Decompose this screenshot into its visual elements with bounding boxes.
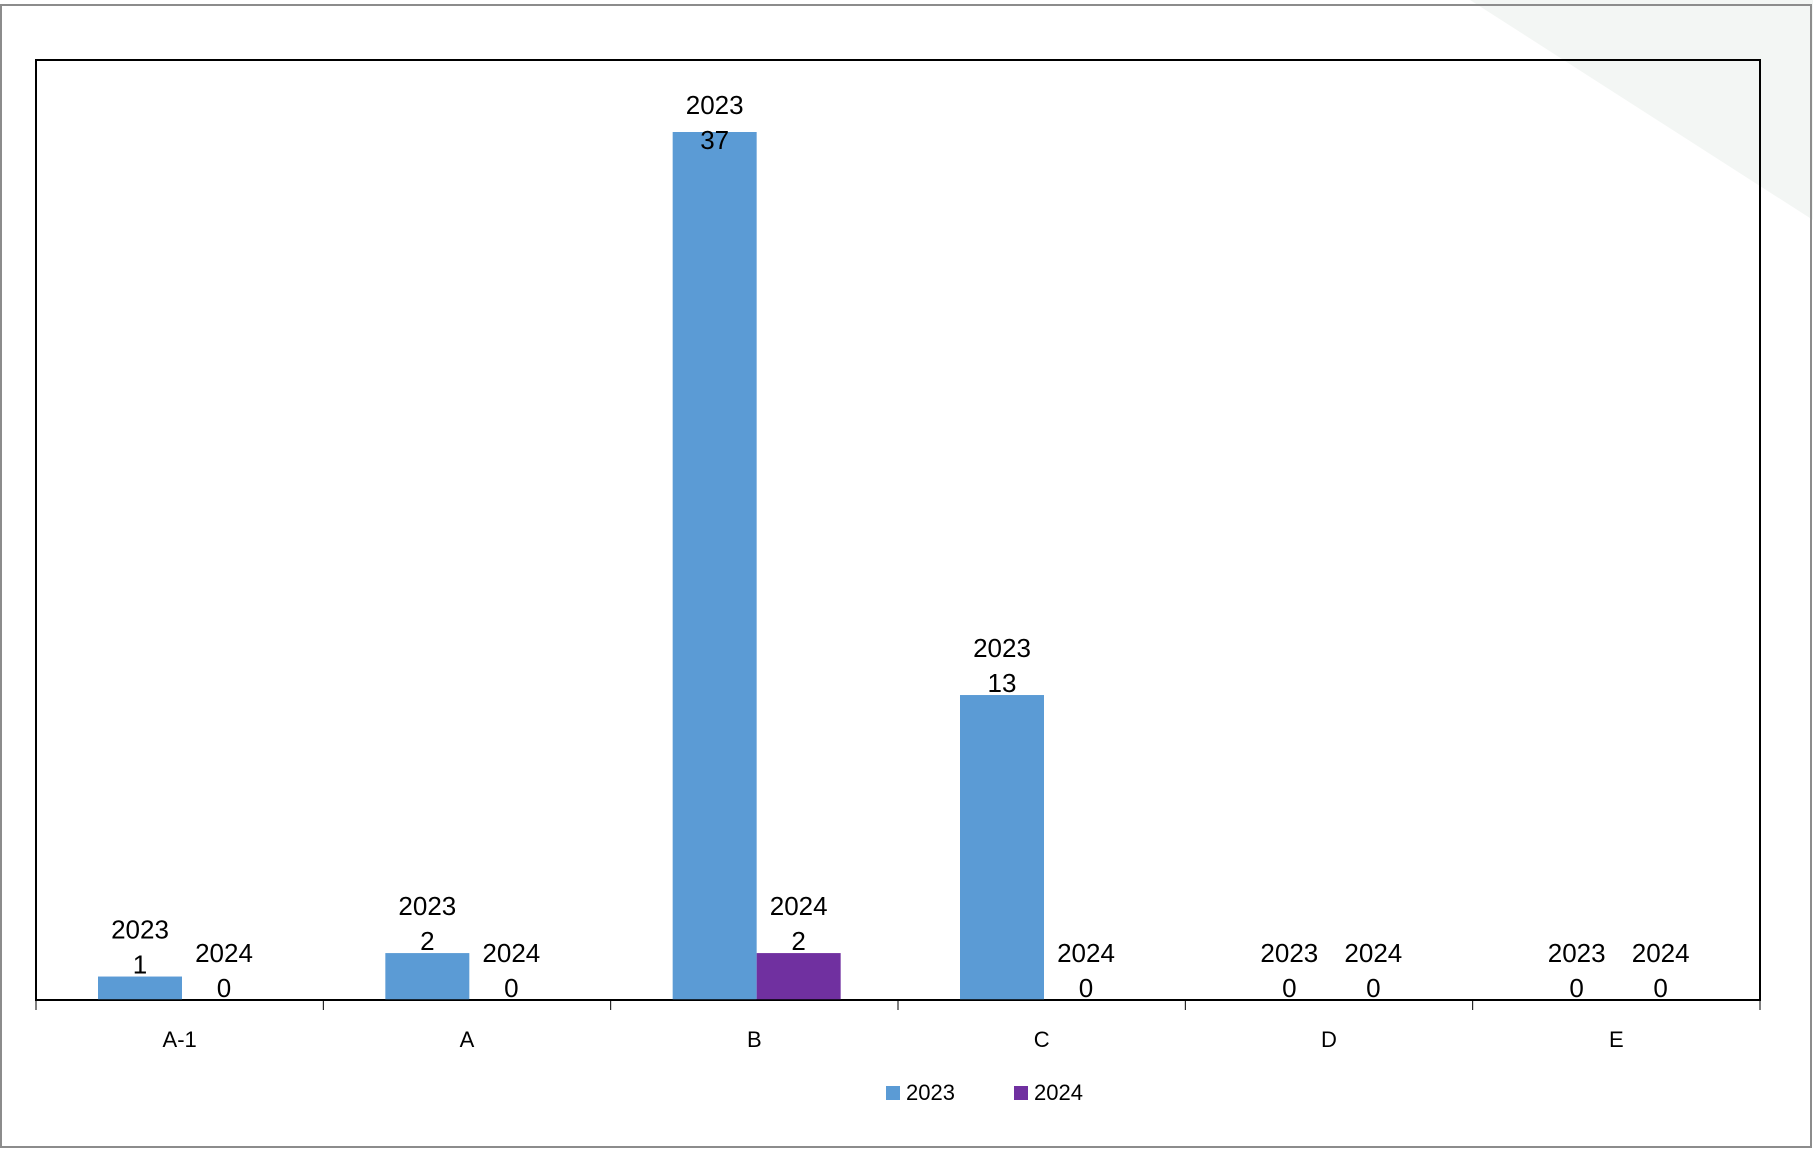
data-label-value-d-2023: 0 [1282,973,1296,1003]
data-label-series-a-1-2023: 2023 [111,915,169,945]
data-label-value-a-2024: 0 [504,973,518,1003]
data-label-series-a-2024: 2024 [482,938,540,968]
chart-frame [0,4,1812,1148]
data-label-series-e-2024: 2024 [1632,938,1690,968]
legend-label-2024: 2024 [1034,1080,1083,1105]
data-labels-layer: 2023 1 2024 0 2023 2 2024 0 2023 37 2024 2 2023 13 202… [111,90,1690,1003]
data-label-series-c-2023: 2023 [973,633,1031,663]
data-label-series-d-2024: 2024 [1344,938,1402,968]
x-tick-label-a-1: A-1 [163,1027,197,1052]
data-label-value-a-1-2024: 0 [217,973,231,1003]
data-label-series-c-2024: 2024 [1057,938,1115,968]
data-label-value-a-2023: 2 [420,926,434,956]
x-tick-label-e: E [1609,1027,1624,1052]
bar-b-2023 [672,132,757,1000]
data-label-value-e-2023: 0 [1569,973,1583,1003]
data-label-series-b-2023: 2023 [686,90,744,120]
data-label-value-d-2024: 0 [1366,973,1380,1003]
data-label-value-e-2024: 0 [1653,973,1667,1003]
data-label-value-a-1-2023: 1 [133,950,147,980]
bar-a-2023 [385,953,470,1000]
data-label-value-b-2024: 2 [791,926,805,956]
x-tick-label-a: A [460,1027,475,1052]
legend-label-2023: 2023 [906,1080,955,1105]
bar-c-2023 [960,695,1044,1000]
data-label-series-a-1-2024: 2024 [195,938,253,968]
corner-decoration [1470,0,1813,220]
data-label-value-c-2023: 13 [988,668,1017,698]
bars-layer [98,132,1044,1000]
data-label-value-c-2024: 0 [1079,973,1093,1003]
legend-swatch-2023 [886,1086,900,1100]
bar-b-2024 [756,953,841,1000]
legend-swatch-2024 [1014,1086,1028,1100]
data-label-series-e-2023: 2023 [1548,938,1606,968]
data-label-value-b-2023: 37 [700,125,729,155]
bar-a-1-2023 [98,976,182,1000]
legend: 2023 2024 [886,1080,1083,1105]
data-label-series-a-2023: 2023 [398,891,456,921]
x-tick-label-c: C [1034,1027,1050,1052]
x-tick-label-b: B [747,1027,762,1052]
data-label-series-d-2023: 2023 [1260,938,1318,968]
x-tick-label-d: D [1321,1027,1337,1052]
x-axis-ticks: A-1 A B C D E [35,1000,1761,1052]
data-label-series-b-2024: 2024 [770,891,828,921]
plot-area [35,59,1761,1001]
